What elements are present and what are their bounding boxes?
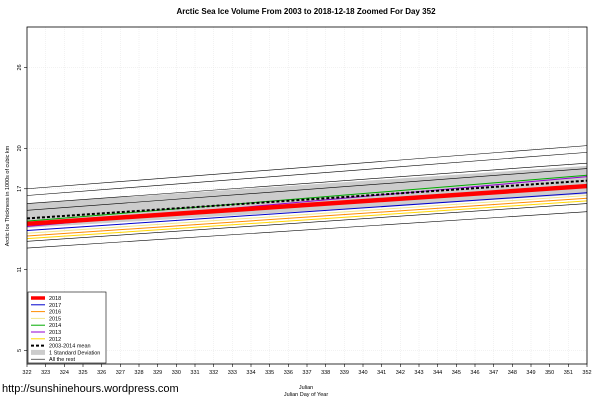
x-axis-sublabel: Julian Day of Year — [284, 392, 329, 398]
legend-entry: 2012 — [49, 337, 61, 343]
x-tick-label: 345 — [452, 370, 461, 376]
x-tick-label: 326 — [97, 370, 106, 376]
series-line-2017 — [26, 192, 588, 232]
x-tick-label: 322 — [22, 370, 31, 376]
series-line-2015 — [26, 195, 588, 234]
x-tick-label: 350 — [545, 370, 554, 376]
x-tick-label: 325 — [78, 370, 87, 376]
x-tick-label: 341 — [377, 370, 386, 376]
x-tick-label: 352 — [582, 370, 591, 376]
y-tick-label: 11 — [17, 267, 23, 273]
credit-url: http://sunshinehours.wordpress.com — [2, 383, 179, 395]
other-year-line — [26, 152, 588, 196]
x-axis-label: Julian — [299, 385, 313, 391]
x-tick-label: 338 — [321, 370, 330, 376]
x-tick-label: 343 — [414, 370, 423, 376]
legend-entry: All the rest — [49, 357, 75, 363]
x-tick-label: 330 — [172, 370, 181, 376]
legend-entry: 1 Standard Deviation — [49, 350, 100, 356]
legend-entry: 2014 — [49, 323, 61, 329]
x-tick-label: 336 — [284, 370, 293, 376]
other-year-line — [26, 162, 588, 204]
x-tick-label: 351 — [564, 370, 573, 376]
x-tick-label: 347 — [489, 370, 498, 376]
x-tick-label: 329 — [153, 370, 162, 376]
x-tick-label: 328 — [134, 370, 143, 376]
x-tick-label: 333 — [228, 370, 237, 376]
legend-entry: 2016 — [49, 310, 61, 316]
y-tick-label: 20 — [17, 145, 23, 151]
series-line-2018 — [26, 183, 588, 227]
legend-entry: 2018 — [49, 296, 61, 302]
x-tick-label: 349 — [526, 370, 535, 376]
x-tick-label: 327 — [116, 370, 125, 376]
legend-entry: 2015 — [49, 316, 61, 322]
other-year-line — [26, 145, 588, 190]
chart-title: Arctic Sea Ice Volume From 2003 to 2018-… — [176, 7, 436, 16]
other-year-line — [26, 211, 588, 249]
series-line-2014 — [26, 174, 588, 222]
other-year-line — [26, 168, 588, 211]
x-tick-label: 323 — [41, 370, 50, 376]
series-line-2003-2014-mean — [26, 179, 588, 220]
x-tick-label: 332 — [209, 370, 218, 376]
x-tick-label: 334 — [246, 370, 255, 376]
legend-swatch — [31, 349, 45, 355]
x-tick-label: 324 — [60, 370, 69, 376]
x-tick-label: 348 — [508, 370, 517, 376]
x-axis: 322 323 324 325 326 327 328 329 330 331 332 333 334 3… — [22, 364, 592, 376]
y-axis-label: Arctic Ice Thickness in 1000s of cubic k… — [5, 145, 11, 246]
y-tick-label: 5 — [17, 349, 23, 352]
series-line-2012 — [26, 200, 588, 240]
legend-entry: 2017 — [49, 303, 61, 309]
x-tick-label: 335 — [265, 370, 274, 376]
other-year-line — [26, 203, 588, 242]
x-tick-label: 337 — [302, 370, 311, 376]
x-tick-label: 342 — [396, 370, 405, 376]
legend-entry: 2003-2014 mean — [49, 344, 91, 350]
x-tick-label: 331 — [190, 370, 199, 376]
x-tick-label: 340 — [358, 370, 367, 376]
y-axis: 5 11 17 20 26 — [17, 64, 27, 352]
series-line-2016 — [26, 197, 588, 237]
x-tick-label: 339 — [340, 370, 349, 376]
legend-entry: 2013 — [49, 330, 61, 336]
y-tick-label: 17 — [17, 186, 23, 192]
x-tick-label: 344 — [433, 370, 442, 376]
y-tick-label: 26 — [17, 64, 23, 70]
x-tick-label: 346 — [470, 370, 479, 376]
series-lines — [26, 145, 588, 249]
